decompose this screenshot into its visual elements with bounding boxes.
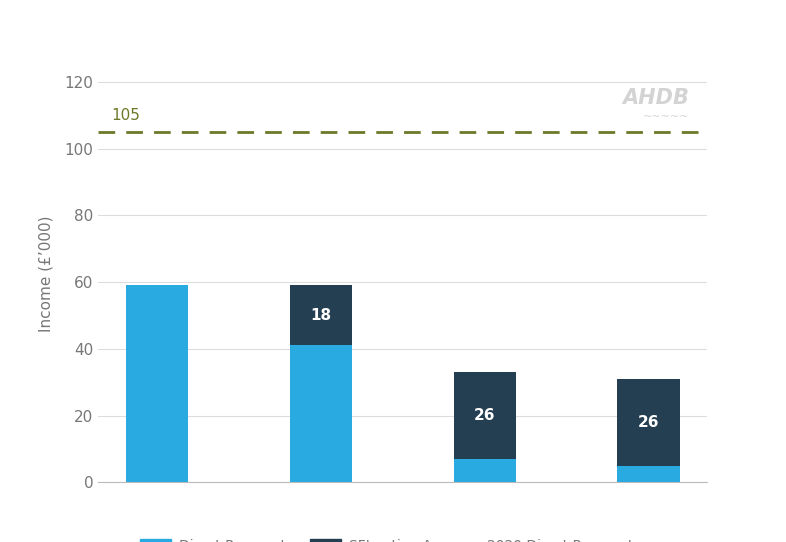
Y-axis label: Income (£’000): Income (£’000)	[39, 216, 53, 332]
Text: 105: 105	[111, 108, 140, 124]
Text: ~~~~~: ~~~~~	[643, 112, 689, 122]
Bar	[618, 379, 680, 466]
Text: 26: 26	[637, 415, 659, 430]
Text: 18: 18	[310, 308, 332, 323]
Bar	[290, 286, 352, 345]
Text: 26: 26	[474, 408, 495, 423]
Bar	[126, 286, 188, 482]
Bar	[454, 372, 516, 459]
Bar	[454, 459, 516, 482]
Text: AHDB: AHDB	[623, 88, 689, 108]
Legend: Direct Payments, SFI option A, 2020 Direct Payments: Direct Payments, SFI option A, 2020 Dire…	[134, 534, 647, 542]
Bar	[290, 345, 352, 482]
Bar	[618, 466, 680, 482]
